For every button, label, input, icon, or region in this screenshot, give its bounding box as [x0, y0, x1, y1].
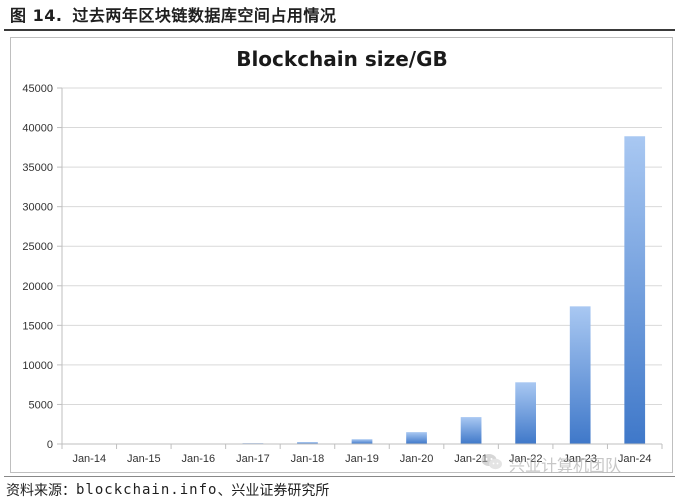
x-tick-label: Jan-15	[127, 453, 161, 465]
x-tick-label: Jan-20	[400, 453, 434, 465]
y-tick-label: 25000	[22, 241, 53, 253]
figure-label: 图 14.	[10, 6, 63, 25]
chart-frame: Blockchain size/GB 0 5000 10000 15000 20000 2…	[10, 37, 673, 473]
y-axis: 0 5000 10000 15000 20000 25000 30000 35000 40000…	[22, 83, 63, 451]
caption-divider	[4, 29, 675, 31]
x-tick-label: Jan-16	[182, 453, 216, 465]
x-tick-label: Jan-23	[563, 453, 597, 465]
x-tick-label: Jan-14	[72, 453, 106, 465]
x-tick-label: Jan-17	[236, 453, 270, 465]
source-prefix: 资料来源：	[6, 483, 76, 499]
source-site: blockchain.info	[76, 482, 218, 498]
y-tick-label: 20000	[22, 281, 53, 293]
wechat-icon	[481, 453, 503, 475]
source-note: 资料来源： blockchain.info 、兴业证券研究所	[6, 480, 329, 500]
bar-jan-24	[624, 136, 646, 444]
figure-caption: 图 14. 过去两年区块链数据库空间占用情况	[4, 0, 675, 28]
watermark: 兴业计算机团队	[481, 452, 621, 476]
y-tick-label: 0	[47, 439, 53, 451]
y-tick-label: 5000	[29, 399, 53, 411]
y-tick-label: 45000	[22, 83, 53, 95]
source-divider	[4, 476, 675, 477]
grid-lines	[62, 87, 662, 445]
x-tick-label: Jan-21	[454, 453, 488, 465]
bar-jan-21	[460, 417, 482, 444]
x-tick-label: Jan-19	[345, 453, 379, 465]
x-axis: Jan-14 Jan-15 Jan-16 Jan-17 Jan-18 Jan-19 Jan-…	[61, 443, 663, 465]
y-tick-label: 40000	[22, 123, 53, 135]
x-tick-label: Jan-18	[291, 453, 325, 465]
bar-jan-23	[569, 306, 591, 444]
x-tick-label: Jan-24	[618, 453, 652, 465]
y-tick-label: 35000	[22, 162, 53, 174]
y-tick-label: 30000	[22, 202, 53, 214]
chart-title: Blockchain size/GB	[236, 47, 448, 71]
bar-jan-19	[351, 439, 373, 444]
watermark-text: 兴业计算机团队	[509, 456, 622, 475]
x-tick-label: Jan-22	[509, 453, 543, 465]
bar-chart: Blockchain size/GB 0 5000 10000 15000 20000 2…	[22, 47, 663, 465]
bar-jan-20	[406, 432, 427, 444]
bars	[78, 136, 646, 444]
figure-title: 过去两年区块链数据库空间占用情况	[72, 6, 337, 25]
source-suffix: 、兴业证券研究所	[217, 483, 330, 499]
bar-jan-18	[297, 442, 318, 444]
y-tick-label: 15000	[22, 320, 53, 332]
y-tick-label: 10000	[22, 360, 53, 372]
bar-jan-22	[515, 382, 536, 444]
